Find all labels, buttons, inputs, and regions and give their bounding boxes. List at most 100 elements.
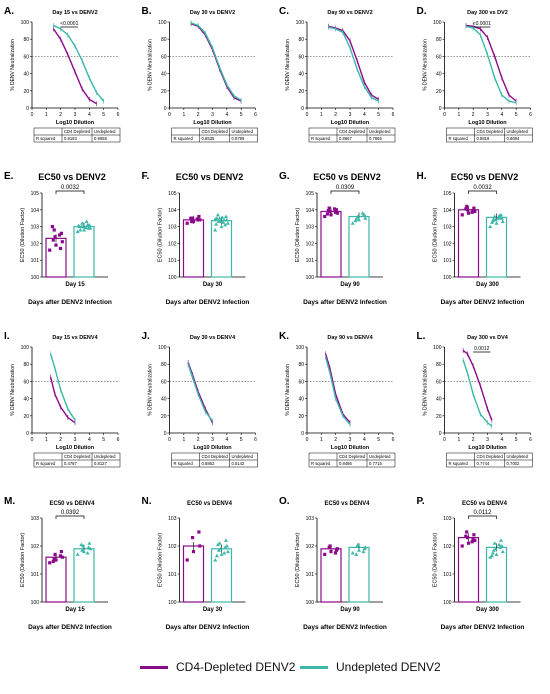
x-tick-label: 4 [225,112,228,118]
data-point-depleted [333,207,337,211]
data-point-undepleted [224,544,229,548]
data-point-depleted [51,238,55,242]
table-row-label: R squared [174,461,194,466]
data-point-undepleted [82,549,86,554]
r-squared-depleted: 0.8819 [477,136,490,141]
panel-title: EC50 vs DENV2 [176,172,244,182]
y-tick-label: 103 [168,516,177,522]
y-tick-label: 20 [298,414,304,420]
x-tick-label: 2 [197,112,200,118]
data-point-depleted [334,208,338,212]
y-tick-label: 100 [21,345,30,351]
data-point-undepleted [357,548,361,552]
x-tick-label: 1 [182,437,185,443]
y-axis-label: EC50 (Dilution Factor) [20,533,26,588]
x-axis-label: Log10 Dilution [56,120,95,126]
y-tick-label: 100 [433,345,442,351]
x-tick-label: 0 [168,112,171,118]
x-tick-label: 2 [197,437,200,443]
data-point-depleted [48,248,52,252]
x-axis-label: Days after DENV2 Infection [441,624,525,631]
data-point-undepleted [497,213,502,218]
y-tick-label: 40 [161,397,167,403]
y-tick-label: 80 [298,362,304,368]
data-point-undepleted [219,552,224,556]
r-squared-depleted: 0.8667 [339,136,352,141]
x-tick-label: 4 [88,112,91,118]
y-axis-label: % DENV Neutralization [285,39,291,91]
x-axis-label: Days after DENV2 Infection [166,299,250,306]
y-tick-label: 60 [436,54,442,60]
y-tick-label: 102 [168,241,177,247]
bar-depleted [182,545,205,603]
y-tick-label: 105 [31,191,40,197]
y-tick-label: 102 [31,241,40,247]
x-tick-label: 3 [486,437,489,443]
data-point-undepleted [360,211,365,215]
x-tick-label: 5 [102,437,105,443]
data-point-depleted [471,209,475,213]
y-tick-label: 101 [31,258,40,264]
panel-letter: N. [142,496,152,507]
data-point-depleted [466,541,471,545]
x-tick-label: 3 [211,112,214,118]
y-tick-label: 80 [436,362,442,368]
data-point-undepleted [224,538,228,542]
data-point-undepleted [87,541,92,545]
y-axis-label: % DENV Neutralization [10,364,16,416]
data-point-undepleted [215,212,220,217]
data-point-depleted [470,210,474,214]
data-point-undepleted [490,551,495,555]
table-row-label: R squared [36,136,56,141]
x-axis-label: Log10 Dilution [468,445,507,451]
x-tick-label: 3 [74,112,77,118]
panel-title: EC50 vs DENV4 [462,501,508,507]
legend-swatch-depleted [140,665,168,669]
data-point-depleted [327,206,331,210]
data-point-undepleted [492,214,497,219]
panel-letter: K. [279,331,289,342]
x-axis-label: Log10 Dilution [331,445,370,451]
x-tick-label: 3 [211,437,214,443]
data-point-depleted [58,246,63,251]
panel-letter: C. [279,6,289,17]
panel-title: EC50 vs DENV4 [324,501,370,507]
data-point-undepleted [80,221,85,225]
data-point-depleted [465,530,469,534]
panel-G: G. EC50 vs DENV2 100 101 102 103 104 105 EC50 (D… [279,171,387,306]
x-axis-label: Log10 Dilution [468,120,507,126]
table-header-undepleted: Undepleted [507,454,529,459]
data-point-undepleted [362,546,367,551]
data-point-undepleted [216,219,221,224]
table-header-undepleted: Undepleted [369,129,391,134]
table-header-depleted: CD4 Depleted [339,454,366,459]
data-point-undepleted [225,549,230,554]
data-point-undepleted [494,552,499,556]
data-point-depleted [191,536,195,540]
y-tick-label: 102 [31,544,40,550]
significance-bracket [55,190,85,194]
x-tick-label: 6 [254,437,257,443]
data-point-undepleted [88,546,93,551]
data-point-depleted [464,534,468,538]
x-tick-label: 6 [529,112,532,118]
data-point-undepleted [222,551,227,555]
r-squared-depleted: 0.4787 [64,461,77,466]
data-point-depleted [54,243,58,247]
series-line-undepleted [328,26,379,102]
panel-H: H. EC50 vs DENV2 100 101 102 103 104 105 EC50 (D… [417,171,525,306]
data-point-undepleted [491,548,496,552]
series-line-undepleted [190,22,242,101]
y-axis-label: EC50 (Dilution Factor) [20,208,26,263]
data-point-undepleted [496,216,501,220]
data-point-undepleted [350,221,355,225]
data-point-depleted [326,209,330,213]
y-tick-label: 60 [298,54,304,60]
series-line-depleted [190,23,242,102]
series-line-depleted [324,353,351,424]
y-axis-label: EC50 (Dilution Factor) [433,533,439,588]
x-category-label: Day 15 [65,282,85,288]
significance-label: 0.0392 [61,510,80,516]
data-point-depleted [466,211,471,215]
